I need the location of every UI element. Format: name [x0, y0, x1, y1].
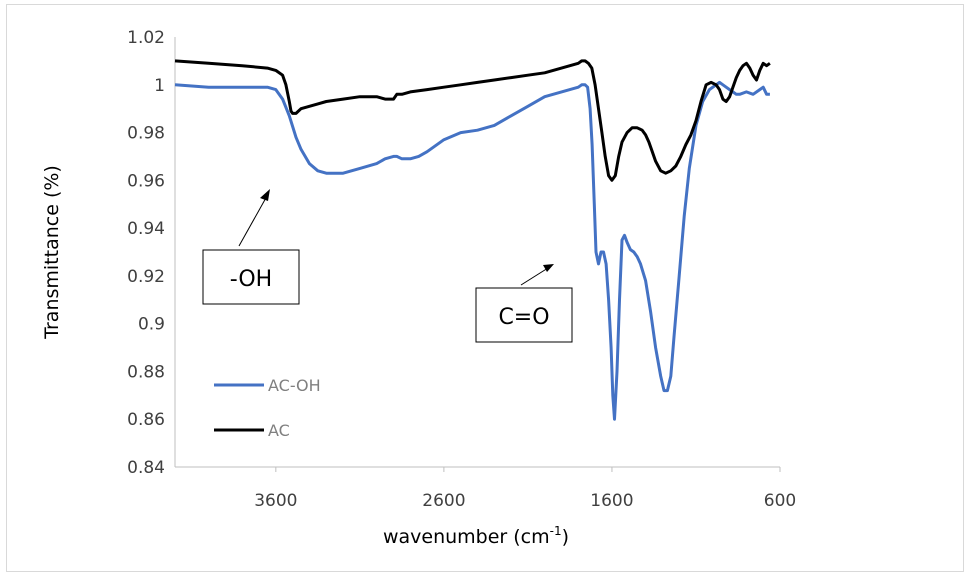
- annotation-oh-arrow: [238, 195, 268, 247]
- y-tick-label: 0.92: [127, 267, 165, 287]
- series-line-ac-oh: [174, 80, 770, 421]
- y-tick-label: 0.94: [127, 219, 165, 239]
- x-axis-title-main: wavenumber (cm: [383, 526, 550, 548]
- annotation-co-arrow: [520, 267, 549, 286]
- x-axis-title-superscript: -1: [550, 524, 562, 538]
- y-tick-label: 1.02: [127, 28, 165, 48]
- x-axis-ticks: 3600 2600 1600 600: [254, 467, 796, 511]
- annotation-oh-label: -OH: [230, 267, 272, 292]
- series-line-ac: [174, 59, 771, 182]
- y-axis-title: Transmittance (%): [41, 165, 63, 340]
- annotation-oh: -OH: [202, 189, 300, 305]
- y-axis-ticks: 0.84 0.86 0.88 0.9 0.92 0.94 0.96 0.98 1 1.02: [127, 28, 165, 478]
- legend: AC-OH AC: [214, 376, 321, 440]
- y-tick-label: 0.98: [127, 124, 165, 144]
- annotation-oh-arrowhead: [260, 189, 270, 201]
- x-axis-title: wavenumber (cm-1): [383, 524, 569, 548]
- y-tick-label: 0.9: [138, 315, 165, 335]
- x-tick-label: 3600: [254, 491, 297, 511]
- y-tick-label: 0.84: [127, 458, 165, 478]
- legend-label-ac: AC: [268, 421, 290, 440]
- x-axis-title-close: ): [562, 526, 569, 548]
- annotation-oh-box: [202, 249, 300, 305]
- y-tick-label: 0.88: [127, 362, 165, 382]
- y-tick-label: 1: [154, 76, 165, 96]
- legend-label-ac-oh: AC-OH: [268, 376, 321, 395]
- x-tick-label: 2600: [422, 491, 465, 511]
- series-layer: [174, 59, 771, 421]
- x-tick-label: 600: [764, 491, 796, 511]
- annotation-co-arrowhead: [543, 264, 554, 272]
- annotation-co: C=O: [475, 264, 573, 343]
- y-tick-label: 0.96: [127, 171, 165, 191]
- annotation-co-box: [475, 287, 573, 343]
- x-tick-label: 1600: [590, 491, 633, 511]
- y-tick-label: 0.86: [127, 410, 165, 430]
- annotation-co-label: C=O: [498, 305, 549, 330]
